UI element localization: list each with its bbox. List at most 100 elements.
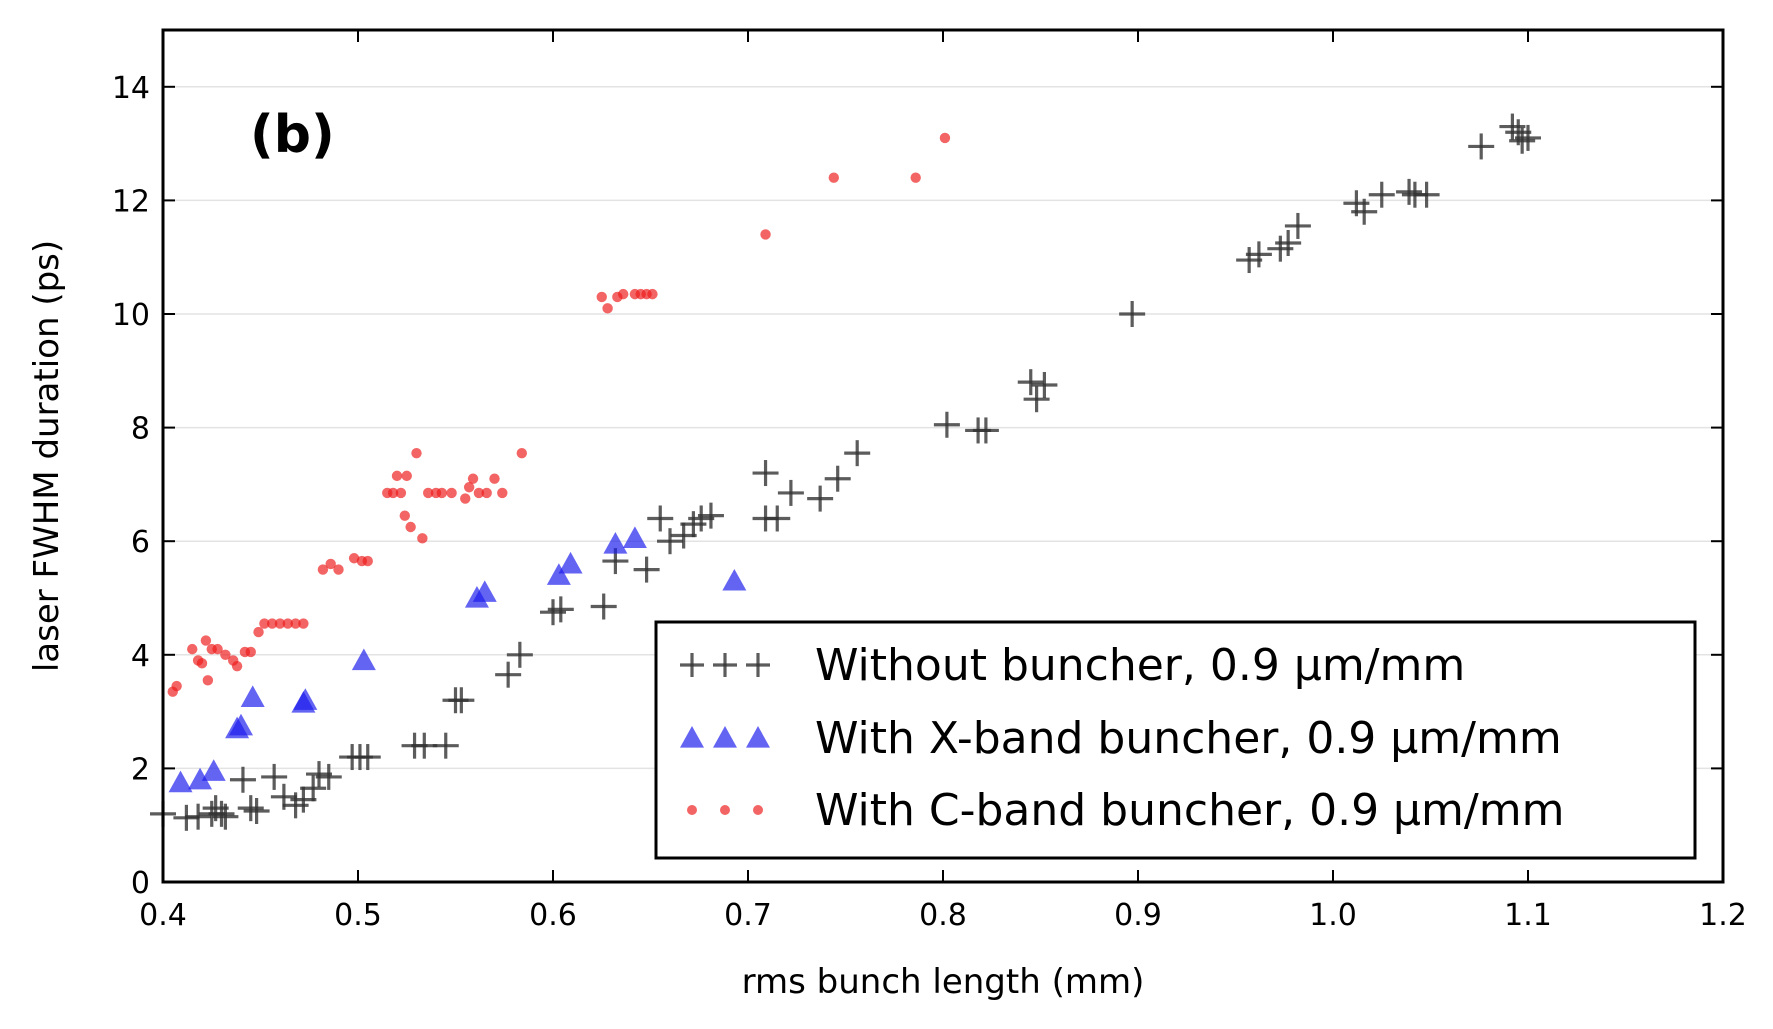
dot-marker (362, 555, 373, 567)
y-tick-label: 6 (131, 525, 150, 560)
plus-marker (448, 687, 475, 714)
data-points (150, 113, 1541, 831)
plus-marker (1499, 113, 1526, 140)
plus-marker (1368, 181, 1395, 208)
dot-marker (687, 805, 697, 815)
dot-marker (231, 660, 243, 672)
dot-marker (290, 618, 301, 629)
y-tick-label: 10 (112, 298, 150, 333)
dot-marker (446, 487, 457, 499)
y-tick-label: 12 (112, 184, 150, 219)
dot-marker (417, 533, 428, 544)
y-tick-label: 4 (131, 639, 150, 674)
dot-marker (467, 473, 479, 484)
dot-marker (202, 675, 214, 686)
dot-marker (602, 303, 613, 314)
plus-marker (237, 795, 264, 822)
plus-marker (590, 593, 617, 620)
legend-label: With C-band buncher, 0.9 μm/mm (815, 785, 1564, 836)
triangle-marker (293, 688, 318, 710)
y-tick-label: 8 (131, 412, 150, 447)
dot-marker (267, 618, 278, 629)
dot-marker (401, 470, 412, 482)
dot-marker (333, 564, 344, 575)
dot-marker (399, 510, 410, 521)
triangle-marker (713, 726, 737, 748)
y-axis-label: laser FWHM duration (ps) (27, 240, 67, 672)
dot-marker (212, 643, 223, 655)
plus-marker (1509, 127, 1536, 154)
dot-marker (828, 172, 839, 183)
triangle-marker (201, 759, 226, 781)
plus-marker (212, 803, 239, 830)
plus-marker (1275, 230, 1302, 256)
x-tick-label: 1.0 (1309, 898, 1357, 933)
dot-marker (436, 487, 448, 499)
plus-marker (746, 653, 770, 677)
dot-marker (395, 487, 407, 499)
x-tick-label: 0.7 (724, 898, 772, 933)
plus-marker (1031, 372, 1058, 398)
x-tick-label: 1.2 (1699, 898, 1747, 933)
triangle-marker (558, 551, 583, 574)
dot-marker (387, 487, 399, 499)
dot-marker (720, 805, 730, 815)
legend: Without buncher, 0.9 μm/mm With X-band bu… (654, 620, 1697, 860)
plus-marker (261, 763, 288, 790)
x-tick-label: 0.4 (139, 898, 187, 933)
plus-marker (972, 417, 999, 444)
plus-marker (243, 798, 270, 824)
plus-marker (1351, 198, 1378, 225)
plus-marker (1119, 301, 1146, 327)
x-tick-label: 0.5 (334, 898, 382, 933)
dot-marker (274, 618, 286, 629)
legend-label: Without buncher, 0.9 μm/mm (815, 640, 1465, 691)
plus-marker (1396, 178, 1423, 205)
plus-marker (713, 653, 737, 677)
plus-marker (1284, 212, 1311, 239)
plus-marker (547, 596, 574, 623)
y-tick-label: 2 (131, 752, 150, 787)
panel-label: (b) (250, 105, 335, 165)
plus-marker (807, 485, 834, 512)
dot-marker (753, 805, 763, 815)
plus-marker (185, 803, 212, 830)
dot-marker (910, 172, 921, 183)
triangle-marker (722, 568, 747, 591)
dot-marker (171, 680, 182, 692)
triangle-marker (168, 770, 193, 793)
dot-marker (282, 618, 293, 629)
dot-marker (253, 626, 264, 638)
plus-marker (1017, 369, 1044, 396)
dot-marker (481, 487, 492, 499)
dot-marker (460, 493, 471, 504)
dot-marker (325, 558, 336, 570)
x-tick-label: 0.9 (1114, 898, 1162, 933)
triangle-marker (472, 580, 497, 602)
dot-marker (618, 288, 629, 300)
x-tick-label: 0.8 (919, 898, 967, 933)
plus-marker (495, 661, 522, 688)
x-axis-label: rms bunch length (mm) (742, 962, 1145, 1002)
x-tick-label: 0.6 (529, 898, 577, 933)
y-tick-label: 14 (112, 71, 150, 106)
axis-ticks: 0 2 4 6 8 10 12 14 0.4 0.5 0.6 0.7 0.8 0.9 1.0 1.1 1.2 (112, 30, 1747, 933)
dot-marker (473, 487, 485, 499)
plus-marker (1245, 241, 1272, 268)
triangle-marker (188, 767, 213, 790)
triangle-marker (603, 532, 628, 554)
plus-marker (697, 502, 724, 529)
x-tick-label: 1.1 (1504, 898, 1552, 933)
plus-marker (300, 775, 327, 802)
triangle-marker (546, 563, 571, 585)
triangle-marker (622, 526, 647, 548)
dot-marker (489, 473, 500, 484)
plus-marker (229, 766, 256, 793)
plus-marker (208, 800, 235, 827)
dot-marker (259, 618, 270, 629)
triangle-marker (746, 726, 770, 748)
plus-marker (1515, 124, 1541, 151)
plus-marker (752, 460, 779, 487)
dot-marker (411, 447, 422, 459)
dot-marker (516, 447, 527, 459)
